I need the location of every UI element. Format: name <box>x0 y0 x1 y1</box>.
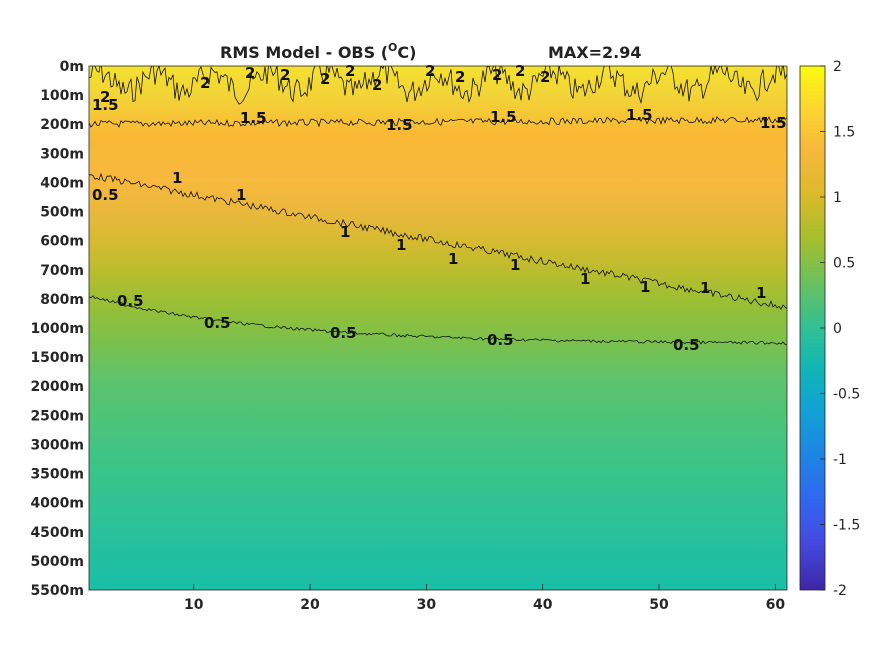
y-tick-label: 4500m <box>30 525 84 541</box>
contour-label: 1.5 <box>386 116 413 134</box>
contour-label: 1 <box>640 278 650 296</box>
y-tick-label: 4000m <box>30 496 84 512</box>
contour-label: 0.5 <box>117 292 144 310</box>
y-tick-label: 200m <box>40 117 84 133</box>
contour-label: 2 <box>492 66 502 84</box>
heatmap-field <box>89 66 787 590</box>
y-tick-label: 600m <box>40 234 84 250</box>
contour-label: 2 <box>455 68 465 86</box>
colorbar-tick-label: -1 <box>833 452 847 468</box>
contour-label: 0.5 <box>487 331 514 349</box>
y-tick-label: 100m <box>40 88 84 104</box>
contour-label: 2 <box>540 68 550 86</box>
colorbar-tick-label: -0.5 <box>833 387 860 403</box>
contour-label: 0.5 <box>330 324 357 342</box>
contour-label: 1 <box>510 256 520 274</box>
contour-label: 2 <box>372 76 382 94</box>
y-tick-label: 1000m <box>30 321 84 337</box>
contour-label: 0.5 <box>92 186 119 204</box>
contour-label: 1 <box>236 186 246 204</box>
colorbar-tick-label: 0 <box>833 321 842 337</box>
contour-line-1-5 <box>89 116 787 128</box>
contour-label: 1.5 <box>626 106 653 124</box>
contour-label: 0.5 <box>673 336 700 354</box>
contour-label: 1 <box>700 279 710 297</box>
y-tick-label: 2500m <box>30 408 84 424</box>
contour-label: 2 <box>425 62 435 80</box>
chart-title: RMS Model - OBS (OC) <box>220 41 416 62</box>
contour-label: 1 <box>580 270 590 288</box>
y-tick-label: 300m <box>40 146 84 162</box>
contour-label: 1 <box>396 236 406 254</box>
x-tick-label: 20 <box>300 597 320 613</box>
y-tick-label: 400m <box>40 175 84 191</box>
x-tick-label: 60 <box>766 597 786 613</box>
y-tick-label: 5500m <box>30 583 84 599</box>
plot-frame <box>88 65 788 591</box>
contour-label: 2 <box>515 62 525 80</box>
contour-label: 1 <box>756 284 766 302</box>
y-tick-label: 800m <box>40 292 84 308</box>
contour-label: 1.5 <box>490 108 517 126</box>
y-tick-label: 500m <box>40 205 84 221</box>
contour-label: 1 <box>448 250 458 268</box>
contour-label: 1.5 <box>240 109 267 127</box>
x-tick-label: 40 <box>533 597 553 613</box>
contour-label: 1.5 <box>240 109 267 127</box>
y-tick-label: 0m <box>60 59 84 75</box>
colorbar-tick-label: 2 <box>833 59 842 75</box>
contour-label: 1 <box>172 169 182 187</box>
contour-line-0-5 <box>89 295 787 345</box>
contour-label: 1 <box>340 223 350 241</box>
colorbar-tick-label: 1 <box>833 190 842 206</box>
contour-label: 1.5 <box>760 114 787 132</box>
colorbar-ticks: 2 1.5 1 0.5 0 -0.5 -1 -1.5 -2 <box>820 59 860 599</box>
colorbar: 2 1.5 1 0.5 0 -0.5 -1 -1.5 -2 <box>799 59 860 599</box>
contour-label: 2 <box>100 88 110 106</box>
y-tick-label: 700m <box>40 263 84 279</box>
x-tick-label: 10 <box>184 597 204 613</box>
y-tick-label: 3500m <box>30 467 84 483</box>
contour-line-1 <box>89 172 787 310</box>
max-label: MAX=2.94 <box>548 43 642 62</box>
x-axis: 10 20 30 40 50 60 <box>184 584 785 613</box>
contour-label: 2 <box>245 64 255 82</box>
contour-label: 2 <box>200 74 210 92</box>
contour-label: 2 <box>320 70 330 88</box>
colorbar-tick-label: 1.5 <box>833 125 855 141</box>
colorbar-tick-label: 0.5 <box>833 256 855 272</box>
contour-label: 1.5 <box>92 96 119 114</box>
y-tick-label: 5000m <box>30 554 84 570</box>
contour-label: 2 <box>345 62 355 80</box>
y-axis: 0m 100m 200m 300m 400m 500m 600m 700m 800m 1000m 1… <box>30 59 84 599</box>
y-tick-label: 2000m <box>30 379 84 395</box>
colorbar-tick-label: -2 <box>833 583 847 599</box>
y-tick-label: 1500m <box>30 350 84 366</box>
contour-line-2 <box>89 66 787 105</box>
x-tick-label: 50 <box>649 597 669 613</box>
contour-label: 2 <box>280 66 290 84</box>
contour-lines <box>89 66 787 345</box>
y-tick-label: 3000m <box>30 437 84 453</box>
contour-label: 0.5 <box>204 314 231 332</box>
colorbar-tick-label: -1.5 <box>833 518 860 534</box>
x-tick-label: 30 <box>417 597 437 613</box>
